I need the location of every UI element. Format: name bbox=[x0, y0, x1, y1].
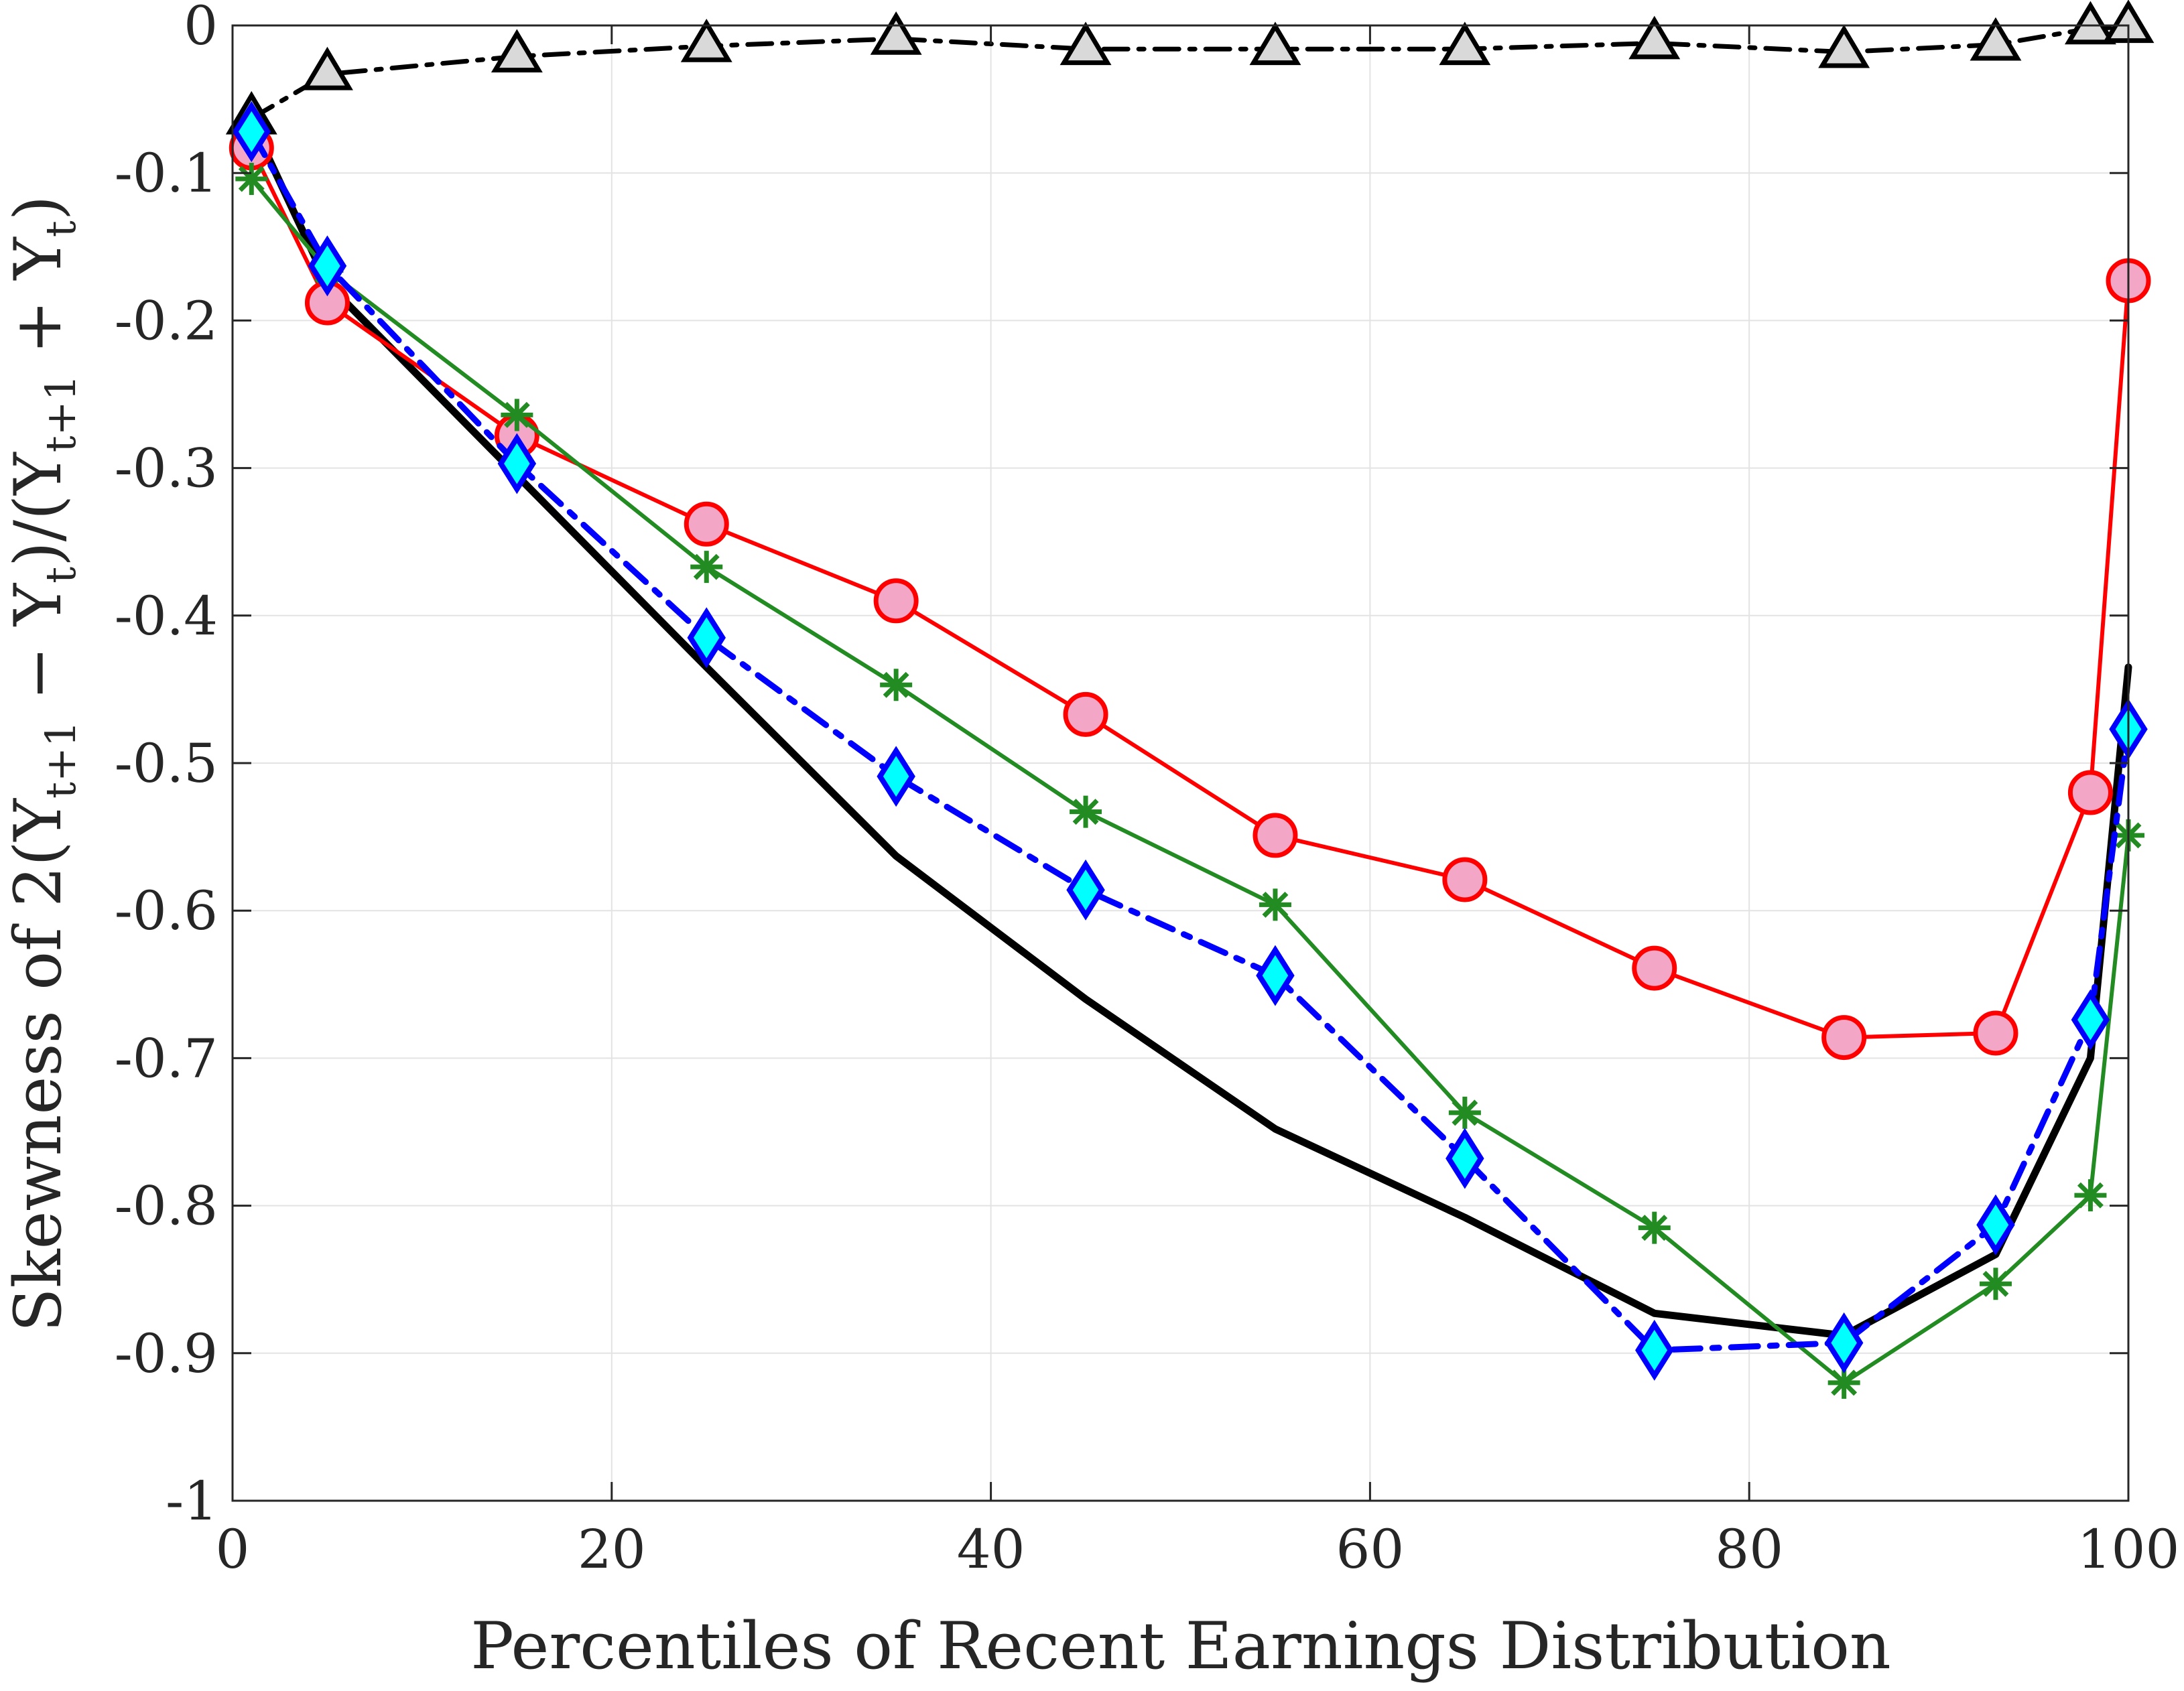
data-point-asterisk bbox=[880, 669, 913, 701]
y-tick-label: -0.5 bbox=[115, 732, 218, 795]
data-point-triangle bbox=[1059, 21, 1112, 66]
x-tick-label: 40 bbox=[957, 1518, 1025, 1580]
asterisk-stroke bbox=[693, 553, 720, 580]
asterisk-stroke bbox=[1982, 1270, 2009, 1297]
y-axis-title-subscript: t bbox=[36, 220, 85, 237]
asterisk-stroke bbox=[1452, 1099, 1478, 1126]
data-point-asterisk bbox=[690, 551, 723, 584]
y-axis-title-subscript: t+1 bbox=[36, 721, 85, 799]
y-tick-label: -0.1 bbox=[115, 142, 218, 204]
data-point-diamond bbox=[232, 101, 271, 163]
y-tick-label: -0.6 bbox=[115, 880, 218, 942]
data-point-circle bbox=[684, 501, 729, 547]
data-point-triangle bbox=[1818, 24, 1870, 68]
y-tick-label: -0.3 bbox=[115, 437, 218, 500]
data-point-triangle bbox=[302, 46, 353, 90]
asterisk-stroke bbox=[1262, 891, 1289, 918]
data-point-diamond bbox=[877, 746, 915, 807]
data-point-asterisk bbox=[2074, 1179, 2107, 1212]
data-point-triangle bbox=[1249, 21, 1301, 66]
y-axis-title-part: )/(Y bbox=[1, 452, 76, 567]
y-tick-label: -0.7 bbox=[115, 1027, 218, 1089]
data-point-asterisk bbox=[235, 163, 268, 196]
data-point-triangle bbox=[870, 11, 922, 55]
data-point-diamond bbox=[308, 235, 347, 297]
series-black-dashdot-triangles bbox=[225, 0, 2155, 135]
y-tick-label: -0.8 bbox=[115, 1175, 218, 1237]
x-tick-label: 80 bbox=[1715, 1518, 1783, 1580]
x-tick-label: 20 bbox=[578, 1518, 646, 1580]
y-axis-title-part: − Y bbox=[1, 582, 76, 720]
asterisk-stroke bbox=[1072, 799, 1099, 825]
data-point-diamond bbox=[497, 433, 537, 494]
series-blue-dashdot-diamonds bbox=[232, 101, 2148, 1381]
asterisk-stroke bbox=[238, 165, 265, 192]
y-axis-title-subscript: t bbox=[36, 567, 85, 584]
data-point-circle bbox=[1821, 1015, 1867, 1061]
data-point-asterisk bbox=[1448, 1096, 1481, 1129]
data-point-asterisk bbox=[1070, 795, 1102, 828]
data-point-diamond bbox=[1635, 1319, 1674, 1381]
y-tick-label: -0.4 bbox=[115, 585, 218, 647]
x-axis-title: Percentiles of Recent Earnings Distribut… bbox=[470, 1609, 1891, 1684]
data-point-triangle bbox=[1970, 17, 2022, 61]
y-axis-title: Skewness of 2(Yt+1 − Yt)/(Yt+1 + Yt) bbox=[1, 196, 85, 1333]
y-axis-title-subscript: t+1 bbox=[36, 375, 85, 452]
data-point-circle bbox=[1442, 857, 1488, 902]
data-point-asterisk bbox=[1979, 1268, 2012, 1300]
data-point-circle bbox=[1632, 945, 1677, 991]
data-point-diamond bbox=[1446, 1128, 1484, 1189]
data-point-asterisk bbox=[501, 399, 533, 431]
data-point-diamond bbox=[1256, 945, 1295, 1006]
x-tick-label: 60 bbox=[1336, 1518, 1405, 1580]
y-axis-title-part: + Y bbox=[1, 236, 76, 374]
data-point-diamond bbox=[687, 607, 726, 669]
data-point-diamond bbox=[1066, 859, 1105, 921]
data-point-triangle bbox=[1628, 15, 1681, 60]
data-point-circle bbox=[1063, 691, 1108, 737]
y-axis-title-part: Skewness of 2(Y bbox=[1, 797, 76, 1332]
data-point-asterisk bbox=[1638, 1211, 1671, 1244]
axes bbox=[231, 24, 2130, 1502]
data-point-circle bbox=[1252, 813, 1298, 858]
data-point-triangle bbox=[2064, 1, 2116, 45]
data-point-triangle bbox=[491, 29, 543, 73]
asterisk-stroke bbox=[1641, 1215, 1668, 1241]
data-point-circle bbox=[873, 578, 919, 624]
data-point-diamond bbox=[1824, 1312, 1864, 1373]
data-point-asterisk bbox=[1259, 888, 1291, 921]
y-tick-label: -0.2 bbox=[115, 289, 218, 352]
y-tick-label: -0.9 bbox=[115, 1323, 218, 1385]
x-tick-label: 100 bbox=[2077, 1518, 2180, 1580]
data-point-triangle bbox=[680, 18, 732, 62]
data-point-diamond bbox=[1976, 1194, 2015, 1256]
data-point-circle bbox=[2067, 770, 2113, 815]
x-tick-label: 0 bbox=[216, 1518, 250, 1580]
data-point-diamond bbox=[2071, 989, 2110, 1051]
asterisk-stroke bbox=[883, 671, 909, 698]
y-axis-title-part: ) bbox=[1, 196, 76, 220]
asterisk-stroke bbox=[2077, 1182, 2104, 1209]
data-point-triangle bbox=[1439, 21, 1491, 66]
asterisk-stroke bbox=[503, 401, 530, 428]
data-point-circle bbox=[1973, 1010, 2018, 1056]
grid bbox=[233, 25, 2128, 1501]
asterisk-stroke bbox=[1831, 1369, 1858, 1396]
y-tick-label: -1 bbox=[166, 1470, 218, 1532]
tick-labels: 0 20 40 60 80 100 0 -0.1 -0.2 -0.3 -0.4 -0.5 -0.6 -0.… bbox=[115, 0, 2180, 1580]
y-tick-label: 0 bbox=[184, 0, 218, 57]
